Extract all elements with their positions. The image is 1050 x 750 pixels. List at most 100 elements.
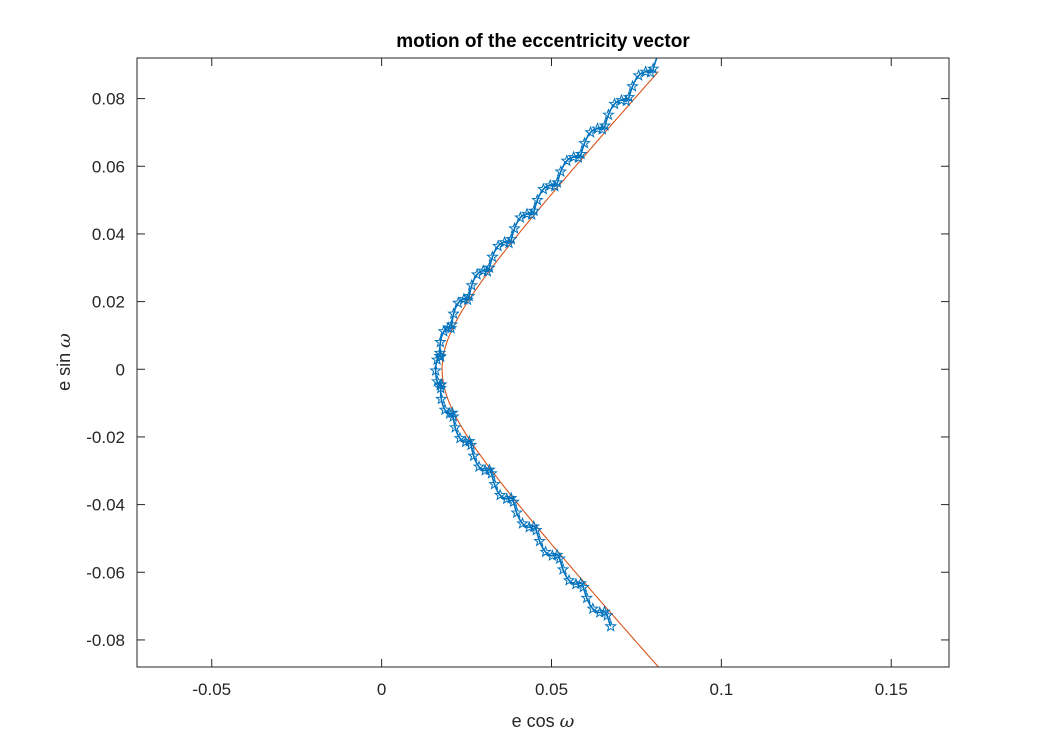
simulated-series-marker	[510, 506, 523, 519]
simulated-series-marker	[433, 378, 447, 391]
simulated-series-marker	[433, 346, 447, 359]
x-tick-label: 0	[377, 680, 386, 699]
simulated-series-marker	[578, 136, 591, 149]
x-tick-label: 0.1	[710, 680, 734, 699]
simulated-series-marker	[472, 460, 486, 473]
simulated-series-marker	[453, 431, 467, 444]
simulated-series-marker	[620, 94, 633, 107]
simulated-series-marker	[434, 381, 448, 394]
simulated-series-marker	[546, 549, 559, 562]
simulated-series-marker	[435, 392, 448, 405]
simulated-series-marker	[577, 580, 590, 593]
y-tick-label: -0.02	[86, 428, 125, 447]
simulated-series-marker	[457, 292, 471, 305]
simulated-series-marker	[580, 591, 594, 604]
y-axis-label: e sin ω	[54, 333, 75, 391]
simulated-series-marker	[554, 165, 568, 178]
analytic-series-line	[441, 71, 659, 668]
simulated-series-marker	[508, 221, 521, 234]
simulated-series-marker	[527, 204, 541, 217]
simulated-series-marker	[593, 605, 607, 618]
simulated-series-marker	[531, 193, 544, 206]
simulated-series-marker	[584, 125, 597, 138]
simulated-series-marker	[569, 577, 583, 590]
simulated-series-marker	[529, 523, 543, 536]
simulated-series-marker	[433, 349, 447, 362]
simulated-series-marker	[467, 449, 480, 462]
simulated-series-marker	[539, 545, 552, 558]
y-tick-label: 0.04	[92, 225, 125, 244]
simulated-series-marker	[437, 324, 451, 337]
y-axis-label-text: e sin	[54, 348, 74, 391]
simulated-series-marker	[562, 573, 576, 586]
simulated-series-marker	[586, 602, 600, 615]
simulated-series-marker	[626, 79, 639, 92]
simulated-series-marker	[434, 335, 447, 348]
simulated-series-marker	[604, 619, 618, 632]
simulated-series-marker	[447, 307, 460, 320]
simulated-series-marker	[548, 179, 562, 192]
simulated-series-marker	[574, 147, 588, 160]
simulated-series-marker	[430, 353, 444, 366]
simulated-series-marker	[537, 182, 550, 195]
simulated-series-marker	[644, 65, 657, 78]
chart-title: motion of the eccentricity vector	[396, 31, 690, 52]
y-tick-label: 0.06	[92, 157, 125, 176]
x-axis-label-text: e cos	[512, 711, 560, 731]
simulated-series-marker	[608, 97, 621, 110]
x-tick-label: 0.05	[535, 680, 568, 699]
simulated-series-marker	[632, 68, 645, 81]
simulated-series-marker	[451, 296, 465, 309]
simulated-series-marker	[600, 608, 614, 621]
simulated-series-marker	[493, 488, 507, 501]
simulated-series-marker	[598, 119, 612, 132]
simulated-series-marker	[646, 62, 660, 75]
y-axis-label-omega: ω	[54, 333, 75, 348]
simulated-series-marker	[488, 477, 501, 490]
simulated-series-marker	[602, 108, 615, 121]
simulated-series-marker	[483, 463, 496, 476]
simulated-series-marker	[551, 175, 564, 188]
simulated-series-marker	[448, 420, 462, 433]
simulated-series-marker	[486, 250, 499, 263]
simulated-series-marker	[533, 534, 546, 547]
x-tick-label: 0.15	[875, 680, 908, 699]
x-tick-label: -0.05	[192, 680, 231, 699]
simulated-series-marker	[429, 363, 442, 376]
simulated-series-marker	[438, 403, 452, 416]
simulated-series-marker	[502, 236, 516, 249]
y-tick-label: -0.04	[86, 496, 125, 515]
y-tick-label: 0	[116, 360, 125, 379]
simulated-series-marker	[435, 377, 448, 390]
simulated-series-marker	[560, 154, 574, 167]
plot-frame	[136, 57, 950, 668]
simulated-series-line	[434, 57, 658, 627]
y-tick-label: -0.06	[86, 563, 125, 582]
simulated-series-marker	[443, 406, 456, 419]
simulated-series-marker	[462, 289, 476, 302]
plot-data	[429, 57, 660, 668]
y-tick-label: -0.08	[86, 631, 125, 650]
y-axis: -0.08 -0.06 -0.04 -0.02 0 0.02 0.04 0.06 0.08	[86, 90, 949, 650]
simulated-series-marker	[483, 261, 496, 274]
simulated-series-marker	[622, 90, 636, 103]
x-axis: -0.05 0 0.05 0.1 0.15	[192, 58, 908, 699]
simulated-series-marker	[572, 151, 585, 164]
simulated-series-marker	[465, 278, 479, 291]
x-axis-label: e cos ω	[512, 711, 575, 732]
simulated-series-marker	[481, 264, 494, 277]
simulated-series-marker	[556, 562, 570, 575]
simulated-series-marker	[430, 374, 444, 387]
y-tick-label: 0.08	[92, 90, 125, 109]
simulated-series-marker	[507, 495, 520, 508]
simulated-series-marker	[463, 434, 476, 447]
simulated-series-marker	[445, 317, 459, 330]
x-axis-label-omega: ω	[560, 711, 575, 732]
simulated-series-marker	[516, 516, 529, 529]
y-tick-label: 0.02	[92, 293, 125, 312]
simulated-series-marker	[595, 122, 609, 135]
simulated-series-marker	[553, 552, 566, 565]
simulated-series-marker	[525, 208, 538, 221]
simulated-series-marker	[505, 232, 518, 245]
